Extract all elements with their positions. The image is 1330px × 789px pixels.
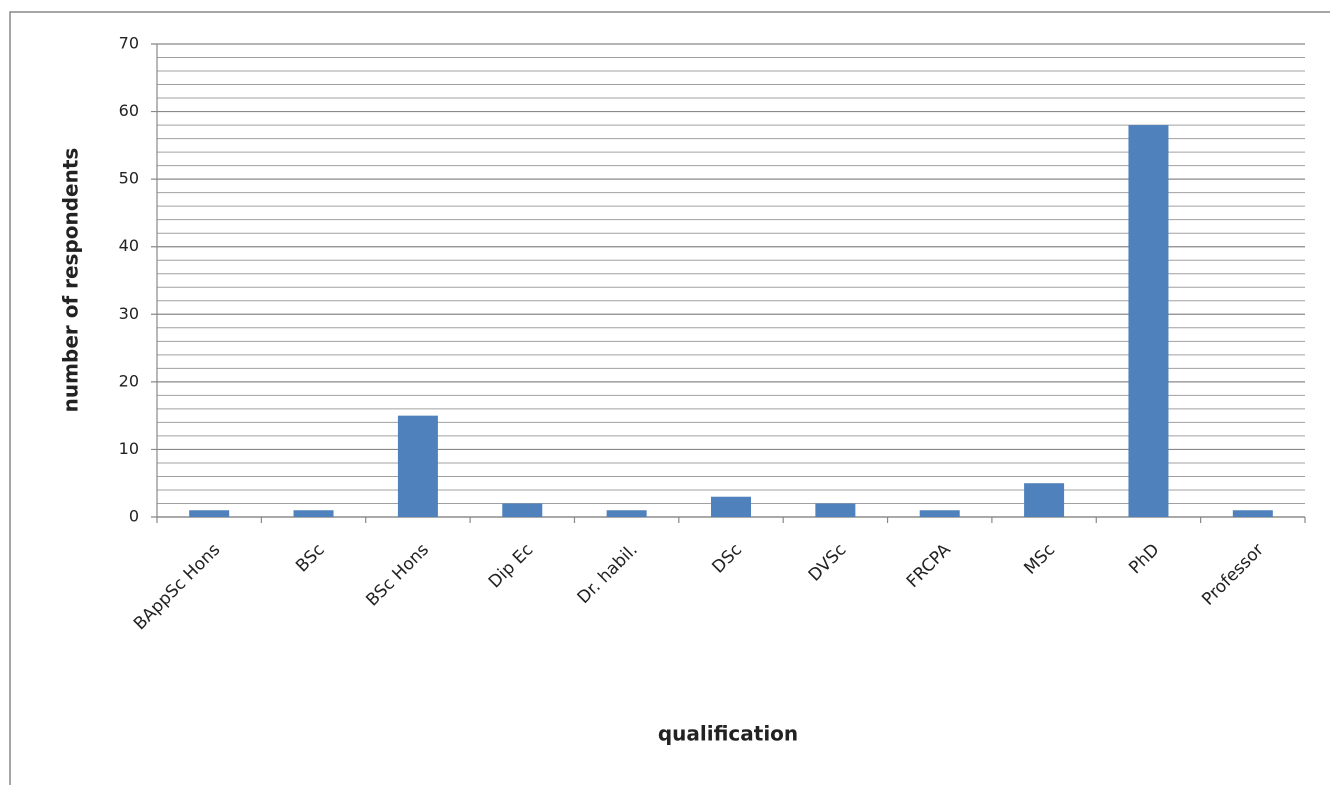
x-tick-label: DVSc xyxy=(805,540,851,586)
chart-frame xyxy=(9,11,1330,785)
x-tick-label: PhD xyxy=(1125,540,1163,578)
y-tick-label: 40 xyxy=(119,236,139,255)
bar xyxy=(189,510,230,517)
y-tick-label: 60 xyxy=(119,101,139,120)
x-tick-label: Dr. habil. xyxy=(574,540,642,608)
y-tick-label: 50 xyxy=(119,169,139,188)
y-tick-label: 0 xyxy=(129,507,139,526)
y-tick-label: 30 xyxy=(119,304,139,323)
x-tick-label: BSc Hons xyxy=(362,540,433,611)
y-tick-label: 70 xyxy=(119,34,139,53)
x-tick-label: BAppSc Hons xyxy=(130,540,224,634)
x-tick-label: FRCPA xyxy=(903,540,955,592)
x-axis-title: qualification xyxy=(658,722,798,746)
bar xyxy=(1232,510,1273,517)
bar xyxy=(1024,483,1065,517)
bar xyxy=(711,496,751,517)
bar xyxy=(606,510,647,517)
x-tick-label: Dip Ec xyxy=(485,540,537,592)
x-tick-label: BSc xyxy=(292,540,328,576)
y-tick-label: 10 xyxy=(119,439,139,458)
bar xyxy=(293,510,334,517)
y-tick-label: 20 xyxy=(119,371,139,390)
bar xyxy=(815,503,856,517)
bar xyxy=(502,503,543,517)
x-tick-label: DSc xyxy=(708,540,746,578)
y-axis-title: number of respondents xyxy=(59,148,83,413)
x-tick-label: MSc xyxy=(1020,540,1059,579)
x-tick-label: Professor xyxy=(1198,540,1268,610)
bar xyxy=(919,510,960,517)
bar xyxy=(1128,125,1169,517)
bar xyxy=(397,415,438,517)
